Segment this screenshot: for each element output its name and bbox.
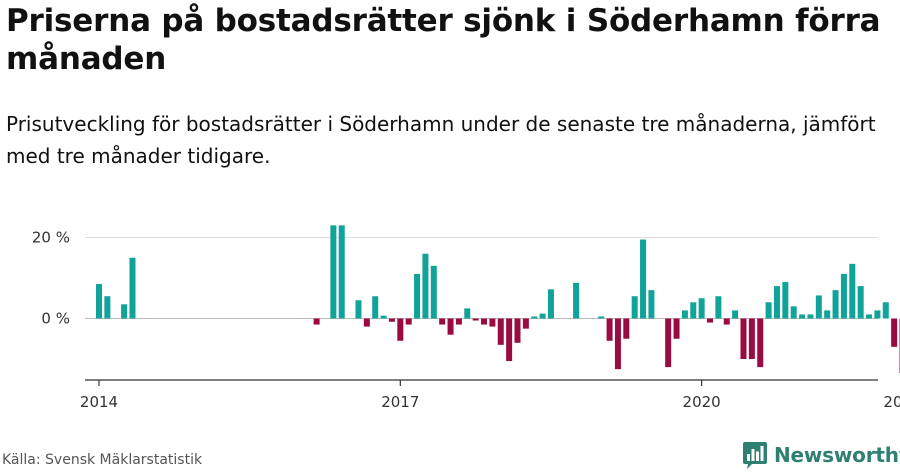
bar: [790, 306, 797, 319]
bar: [606, 318, 613, 341]
bar: [665, 318, 672, 368]
bar: [757, 318, 764, 368]
bar: [96, 284, 102, 319]
bars-layer: [96, 225, 900, 374]
bar: [430, 265, 437, 319]
bar: [464, 308, 471, 319]
x-tick-label: 2020: [683, 393, 721, 411]
bar: [531, 316, 538, 319]
bar: [773, 286, 780, 319]
bar: [522, 318, 529, 329]
bar: [447, 318, 454, 335]
bar: [715, 296, 722, 319]
bar: [104, 296, 111, 319]
brand-logo: Newsworthy: [742, 440, 900, 470]
bar: [673, 318, 680, 339]
bar: [514, 318, 521, 343]
bar: [623, 318, 630, 339]
bar: [815, 295, 822, 319]
x-tick-label: 2017: [381, 393, 419, 411]
bar: [405, 318, 412, 325]
bar: [397, 318, 404, 341]
bar: [723, 318, 730, 325]
labels-layer: 0 %20 %2014201720202022-4 %: [32, 229, 900, 412]
bar: [698, 298, 705, 319]
bar: [330, 225, 337, 319]
bar: [355, 300, 362, 319]
bar: [807, 314, 814, 319]
bar: [414, 273, 421, 319]
bar: [422, 253, 429, 319]
bar: [849, 263, 856, 319]
bar: [380, 315, 387, 319]
bar: [129, 257, 136, 319]
bar: [824, 310, 831, 319]
bar: [782, 282, 789, 319]
bar: [313, 318, 320, 325]
bar: [832, 290, 839, 319]
x-tick-label: 2022: [883, 393, 900, 411]
bar: [506, 318, 513, 362]
bar: [489, 318, 496, 327]
bar: [455, 318, 462, 325]
bar: [765, 302, 772, 319]
bar: [740, 318, 747, 359]
bar: [648, 290, 655, 319]
bar: [472, 318, 479, 321]
bar: [690, 302, 697, 319]
bar: [631, 296, 638, 319]
bar: [598, 316, 605, 319]
bar: [681, 310, 688, 319]
bar: [539, 313, 546, 319]
bar: [439, 318, 446, 325]
bar: [497, 318, 504, 345]
y-tick-label: 20 %: [32, 229, 70, 247]
bar: [891, 318, 898, 347]
bar: [363, 318, 370, 327]
bar: [547, 289, 554, 319]
bar: [707, 318, 714, 323]
bar: [481, 318, 488, 325]
bar: [748, 318, 755, 359]
bar: [573, 282, 580, 319]
bar: [866, 314, 873, 319]
bar: [799, 314, 806, 319]
bar: [882, 302, 889, 319]
chart-title: Priserna på bostadsrätter sjönk i Söderh…: [6, 3, 881, 77]
newsworthy-bars-icon: [743, 442, 767, 469]
bar: [338, 225, 345, 319]
bar: [388, 318, 395, 322]
bar: [372, 296, 379, 319]
source-note: Källa: Svensk Mäklarstatistik: [2, 452, 203, 468]
bar: [614, 318, 621, 370]
bar: [874, 310, 881, 319]
grid-layer: [85, 237, 878, 319]
x-tick-label: 2014: [80, 393, 118, 411]
bar: [732, 310, 739, 319]
brand-name: Newsworthy: [774, 443, 900, 467]
bar: [857, 286, 864, 319]
bar: [640, 239, 647, 319]
chart-subtitle: Prisutveckling för bostadsrätter i Söder…: [6, 112, 876, 168]
y-tick-label: 0 %: [41, 310, 70, 328]
bar: [840, 273, 847, 319]
axis-layer: [85, 379, 878, 386]
bar: [121, 304, 128, 319]
